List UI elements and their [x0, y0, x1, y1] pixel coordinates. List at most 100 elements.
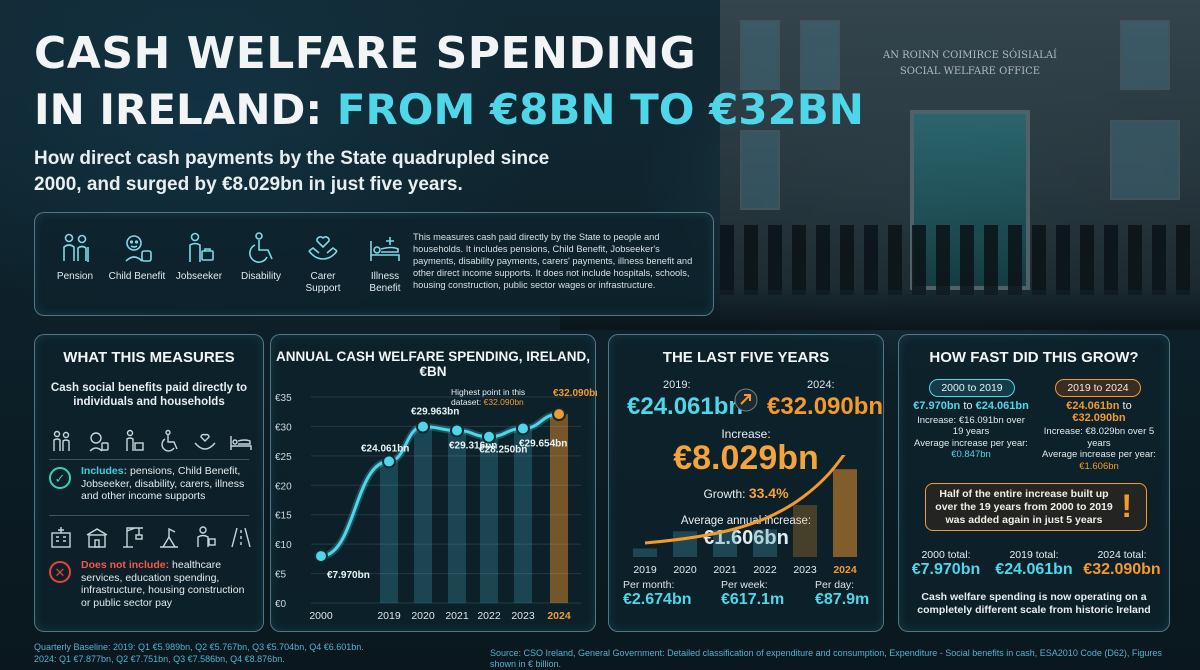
panel-title: WHAT THIS MEASURES	[63, 349, 235, 366]
carer-support-icon	[308, 236, 338, 260]
per-week: Per week: €617.1m	[721, 579, 801, 609]
includes-block: ✓ Includes: pensions, Child Benefit, Job…	[49, 465, 255, 503]
x-tick-label: 2000	[309, 610, 333, 622]
y-tick-label: €0	[275, 599, 287, 610]
y-tick-label: €15	[275, 511, 292, 522]
range-to: €24.061bn	[975, 400, 1029, 412]
check-icon: ✓	[49, 467, 71, 489]
measure-lead: Cash social benefits paid directly to in…	[50, 382, 248, 408]
closing-statement: Cash welfare spending is now operating o…	[917, 591, 1151, 616]
window	[1120, 20, 1170, 90]
y-tick-label: €25	[275, 452, 292, 463]
carer-support-icon	[194, 433, 216, 450]
data-label: €24.061bn	[361, 443, 409, 454]
y-tick-label: €10	[275, 540, 292, 551]
callout-box: Half of the entire increase built up ove…	[925, 483, 1147, 531]
category-label: Disability	[240, 271, 281, 282]
mini-bar	[833, 469, 857, 557]
total-label: 2024 total:	[1097, 549, 1147, 561]
data-point	[314, 549, 328, 564]
callout-text: Half of the entire increase built up ove…	[935, 488, 1113, 526]
x-tick-label: 2024	[547, 610, 571, 622]
avg-label: Average increase per year:	[1042, 449, 1156, 460]
data-label: €29.316bn	[449, 440, 497, 451]
mini-bar	[673, 531, 697, 557]
excluded-icons	[49, 525, 253, 549]
mini-x-label: 2021	[713, 564, 737, 576]
right-period-stats: €24.061bn to €32.090bn Increase: €8.029b…	[1039, 400, 1159, 472]
category-carer-support: Carer Support	[293, 231, 353, 295]
construction-icon	[160, 527, 178, 548]
category-label: Illness Benefit	[369, 271, 401, 294]
y-tick-label: €35	[275, 393, 292, 404]
window	[740, 20, 780, 90]
public-sector-worker-icon	[197, 526, 216, 547]
y-tick-label: €30	[275, 422, 292, 433]
window	[740, 130, 780, 210]
line-chart: €0 €5 €10 €15 €20 €25 €30 €35 €7.970bn 2000 €24.06…	[275, 387, 597, 622]
data-label: €29.963bn	[411, 407, 459, 418]
bar	[514, 428, 532, 603]
category-pension: Pension	[45, 231, 105, 283]
pension-icon	[53, 430, 70, 451]
period-pill-left: 2000 to 2019	[929, 379, 1015, 397]
total-value: €32.090bn	[1083, 561, 1161, 578]
what-this-measures-panel: WHAT THIS MEASURES Cash social benefits …	[34, 334, 264, 632]
exclamation-icon: !	[1121, 488, 1132, 524]
category-label: Child Benefit	[108, 271, 166, 282]
bar	[480, 436, 498, 603]
chart-title: ANNUAL CASH WELFARE SPENDING, IRELAND, €…	[275, 349, 590, 379]
category-label: Pension	[56, 271, 94, 282]
category-child-benefit: Child Benefit	[107, 231, 167, 283]
annual-spending-chart-panel: ANNUAL CASH WELFARE SPENDING, IRELAND, €…	[270, 334, 597, 632]
increase-text: Increase: €16.091bn over 19 years	[917, 414, 1025, 438]
total-label: 2019 total:	[1009, 549, 1059, 561]
increase-value: €8.029bn	[673, 439, 819, 477]
range-from: €7.970bn	[913, 400, 961, 412]
per-day-value: €87.9m	[815, 591, 870, 608]
avg-value: €0.847bn	[951, 449, 991, 460]
left-period-stats: €7.970bn to €24.061bn Increase: €16.091b…	[911, 400, 1031, 461]
category-label: Carer Support	[305, 271, 341, 294]
child-benefit-icon	[89, 432, 109, 452]
per-month: Per month: €2.674bn	[623, 579, 703, 609]
x-tick-label: 2019	[377, 610, 401, 622]
illness-benefit-icon	[370, 237, 400, 261]
mini-x-label: 2024	[833, 564, 857, 576]
total-label: 2000 total:	[921, 549, 971, 561]
total-2000: 2000 total: €7.970bn	[903, 549, 989, 579]
bar	[414, 426, 432, 603]
mini-bar	[633, 548, 657, 557]
included-icons	[49, 429, 253, 453]
panel-title: THE LAST FIVE YEARS	[662, 349, 830, 366]
road-icon	[231, 527, 251, 548]
mini-x-label: 2023	[793, 564, 817, 576]
hospital-icon	[51, 527, 71, 548]
queue-silhouettes	[720, 225, 1200, 295]
pension-icon	[63, 233, 89, 262]
data-point	[416, 419, 430, 434]
avg-value: €1.606bn	[1079, 460, 1119, 472]
per-day-label: Per day:	[815, 579, 855, 591]
growth-line: Growth: 33.4%	[609, 485, 883, 501]
mini-bar-chart: 2019 2020 2021 2022 2023 2024	[633, 455, 857, 576]
disability-icon	[249, 232, 273, 263]
category-label: Jobseeker	[175, 271, 223, 282]
growth-value: 33.4%	[748, 485, 789, 501]
per-month-value: €2.674bn	[623, 591, 692, 608]
total-value: €7.970bn	[911, 561, 981, 578]
y-tick-label: €5	[275, 570, 287, 581]
start-value: €24.061bn	[627, 393, 744, 420]
jobseeker-icon	[189, 232, 214, 262]
bar	[550, 414, 568, 603]
start-year-label: 2019:	[663, 379, 691, 391]
mini-x-label: 2022	[753, 564, 777, 576]
mini-x-label: 2019	[633, 564, 657, 576]
excludes-label: Does not include:	[81, 559, 170, 571]
disability-icon	[161, 429, 178, 452]
window	[800, 20, 840, 90]
total-2024: 2024 total: €32.090bn	[1079, 549, 1165, 579]
range-to: €32.090bn	[1072, 411, 1126, 424]
category-jobseeker: Jobseeker	[169, 231, 229, 283]
category-illness-benefit: Illness Benefit	[355, 231, 415, 295]
